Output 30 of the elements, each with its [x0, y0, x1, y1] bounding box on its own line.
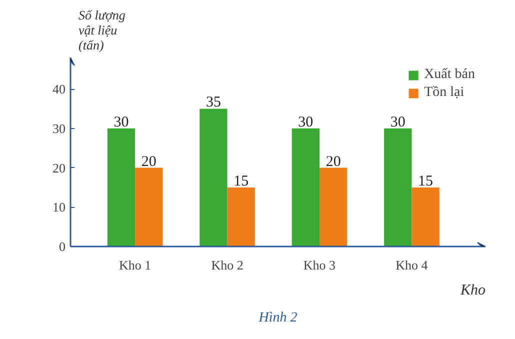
data-label: 20 [141, 154, 156, 170]
bar [384, 128, 412, 246]
x-tick-label: Kho 2 [211, 258, 244, 272]
data-label: 35 [206, 94, 221, 111]
y-axis-title: Số lượng vật liệu (tấn) [78, 8, 126, 52]
bar [292, 128, 320, 246]
x-tick-label: Kho 3 [303, 258, 336, 272]
legend-label: Xuất bán [424, 67, 475, 83]
bar [107, 128, 136, 246]
x-tick-label: Kho 1 [118, 258, 152, 272]
y-tick-label: 10 [52, 200, 66, 215]
bar [412, 187, 440, 246]
data-label: 30 [298, 114, 314, 130]
x-axis-title: Kho [459, 282, 486, 298]
data-label: 15 [234, 173, 249, 190]
bar [200, 108, 228, 246]
bar [135, 168, 163, 246]
y-tick-label: 40 [52, 82, 66, 96]
data-label: 15 [418, 173, 434, 190]
y-tick-label: 0 [59, 239, 66, 254]
data-label: 20 [326, 154, 341, 170]
x-tick-label: Kho 4 [396, 258, 428, 272]
bar [320, 168, 348, 246]
y-tick-label: 20 [52, 160, 66, 176]
data-label: 30 [390, 114, 406, 130]
data-label: 30 [114, 114, 129, 130]
y-tick-label: 30 [52, 120, 66, 136]
legend-label: Tồn lại [424, 85, 464, 101]
text: Hình 2 [258, 310, 298, 326]
bar [227, 187, 255, 246]
